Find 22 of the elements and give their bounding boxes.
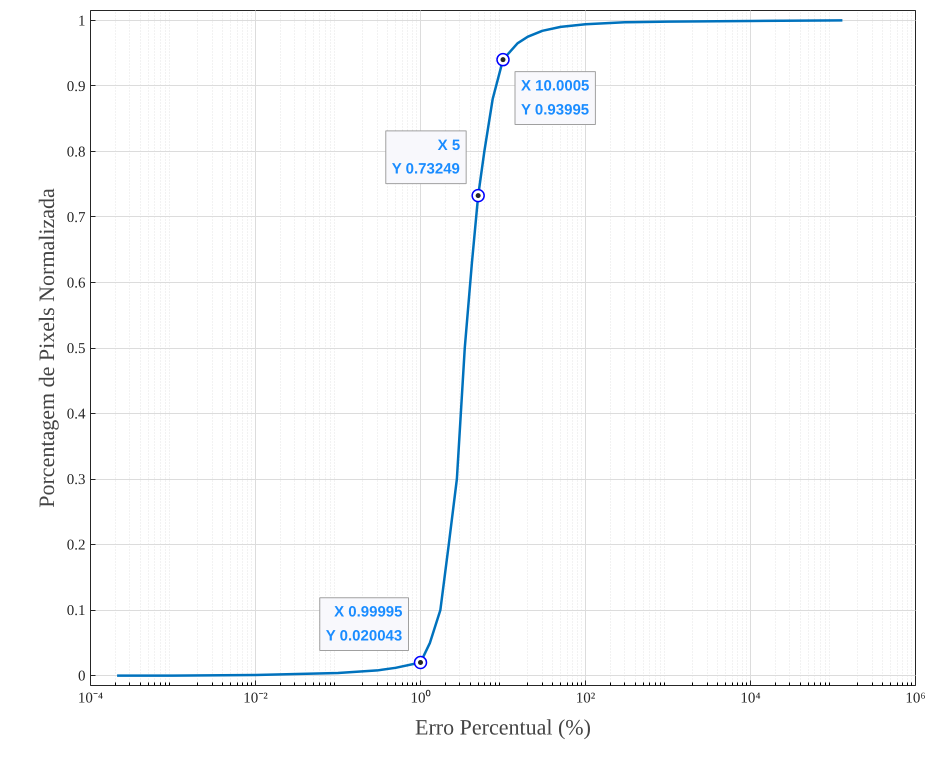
y-tick-label: 0.2	[66, 538, 86, 554]
x-axis-title: Erro Percentual (%)	[415, 714, 591, 740]
annotation: X 10.0005 Y 0.93995	[521, 78, 590, 118]
x-tick-label: 10⁶	[905, 690, 926, 706]
y-tick-label: 1	[78, 13, 86, 30]
annotation: X 5 Y 0.73249	[392, 136, 460, 178]
y-tick-label: 0.5	[66, 341, 86, 357]
annotation: X 0.99995 Y 0.020043	[326, 604, 403, 645]
x-tick-label: 10⁻⁴	[78, 690, 104, 706]
y-tick-label: 0.8	[66, 144, 86, 160]
x-tick-label: 10²	[576, 690, 596, 706]
x-tick-label: 10⁻²	[243, 690, 268, 706]
y-tick-label: 0	[78, 668, 86, 685]
y-axis-title: Porcentagem de Pixels Normalizada	[34, 188, 59, 508]
y-tick-label: 0.9	[66, 78, 86, 95]
x-tick-label: 10⁴	[740, 690, 761, 706]
y-tick-label: 0.4	[66, 406, 86, 423]
y-tick-label: 0.7	[66, 210, 86, 226]
y-tick-label: 0.1	[66, 603, 86, 620]
y-tick-label: 0.6	[66, 275, 86, 292]
y-tick-label: 0.3	[66, 472, 86, 488]
x-tick-label: 10⁰	[410, 690, 430, 706]
